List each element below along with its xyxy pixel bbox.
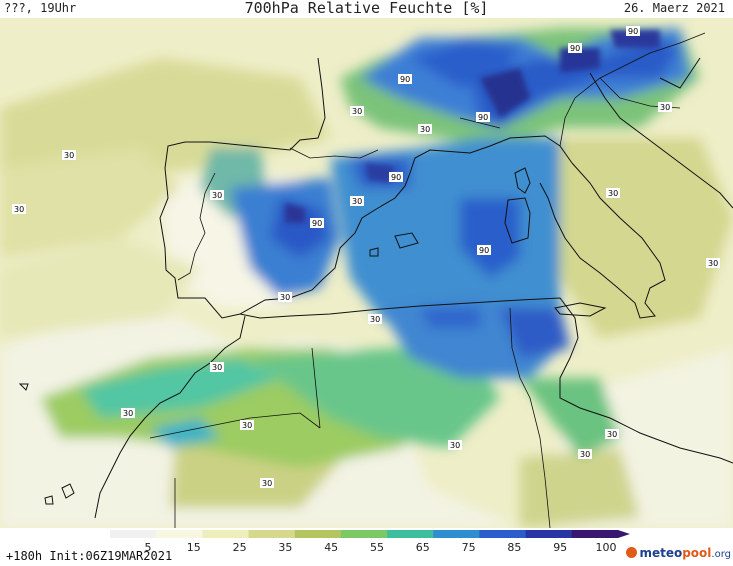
svg-text:30: 30 xyxy=(280,293,290,302)
coastlines xyxy=(18,57,733,519)
svg-text:30: 30 xyxy=(352,107,362,116)
colorbar-tick-label: 5 xyxy=(145,541,152,554)
svg-text:90: 90 xyxy=(628,27,638,36)
label-30: 30 xyxy=(448,440,462,450)
logo-dot-icon xyxy=(626,547,638,558)
humidity-map: 90 90 90 90 90 90 90 30 30 30 30 30 30 3… xyxy=(0,18,733,528)
svg-text:90: 90 xyxy=(400,75,410,84)
svg-text:90: 90 xyxy=(478,113,488,122)
svg-text:30: 30 xyxy=(242,421,252,430)
svg-text:30: 30 xyxy=(660,103,670,112)
colorbar xyxy=(110,530,630,538)
colorbar-legend: 5 15 25 35 45 55 65 75 85 95 100 xyxy=(0,528,733,566)
label-30: 30 xyxy=(578,449,592,459)
valid-time: ???, 19Uhr xyxy=(4,1,77,15)
label-30: 30 xyxy=(278,292,292,302)
colorbar-swatch xyxy=(433,530,480,538)
label-90: 90 xyxy=(389,172,403,182)
svg-text:90: 90 xyxy=(312,219,322,228)
map-title: 700hPa Relative Feuchte [%] xyxy=(244,0,489,17)
svg-text:30: 30 xyxy=(420,125,430,134)
label-30: 30 xyxy=(62,150,76,160)
label-90: 90 xyxy=(568,43,582,53)
colorbar-tick-label: 75 xyxy=(462,541,476,554)
valid-date: 26. Maerz 2021 xyxy=(623,1,725,15)
label-30: 30 xyxy=(706,258,720,268)
colorbar-tick-label: 95 xyxy=(553,541,567,554)
label-90: 90 xyxy=(477,245,491,255)
svg-text:30: 30 xyxy=(580,450,590,459)
svg-text:30: 30 xyxy=(212,191,222,200)
colorbar-swatch xyxy=(202,530,250,538)
label-30: 30 xyxy=(210,190,224,200)
label-30: 30 xyxy=(418,124,432,134)
svg-text:30: 30 xyxy=(708,259,718,268)
svg-text:30: 30 xyxy=(352,197,362,206)
colorbar-swatch xyxy=(110,530,157,538)
humidity-fill xyxy=(0,28,733,528)
colorbar-swatch xyxy=(387,530,434,538)
svg-text:30: 30 xyxy=(64,151,74,160)
svg-text:30: 30 xyxy=(450,441,460,450)
label-30: 30 xyxy=(12,204,26,214)
label-30: 30 xyxy=(210,362,224,372)
meteopool-logo[interactable]: meteopool.org xyxy=(626,546,731,560)
colorbar-swatch xyxy=(248,530,296,538)
label-90: 90 xyxy=(476,112,490,122)
label-30: 30 xyxy=(368,314,382,324)
humidity-core xyxy=(285,30,660,223)
colorbar-swatch xyxy=(156,530,203,538)
label-30: 30 xyxy=(240,420,254,430)
svg-text:30: 30 xyxy=(123,409,133,418)
colorbar-swatch xyxy=(479,530,527,538)
colorbar-tick-label: 100 xyxy=(596,541,617,554)
label-90: 90 xyxy=(626,26,640,36)
colorbar-ticks: 5 15 25 35 45 55 65 75 85 95 100 xyxy=(145,541,617,554)
svg-text:90: 90 xyxy=(479,246,489,255)
colorbar-tick-label: 25 xyxy=(233,541,247,554)
label-30: 30 xyxy=(260,478,274,488)
colorbar-tick-label: 45 xyxy=(324,541,338,554)
colorbar-tick-label: 65 xyxy=(416,541,430,554)
init-time: +180h Init:06Z19MAR2021 xyxy=(6,549,173,563)
label-30: 30 xyxy=(605,429,619,439)
colorbar-tick-label: 15 xyxy=(187,541,201,554)
label-90: 90 xyxy=(398,74,412,84)
label-30: 30 xyxy=(658,102,672,112)
svg-text:30: 30 xyxy=(262,479,272,488)
header: ???, 19Uhr 700hPa Relative Feuchte [%] 2… xyxy=(0,0,733,18)
label-30: 30 xyxy=(606,188,620,198)
colorbar-tick-label: 85 xyxy=(507,541,521,554)
svg-text:90: 90 xyxy=(391,173,401,182)
colorbar-swatch xyxy=(571,530,619,538)
label-30: 30 xyxy=(350,196,364,206)
label-30: 30 xyxy=(350,106,364,116)
svg-text:30: 30 xyxy=(607,430,617,439)
svg-text:30: 30 xyxy=(14,205,24,214)
colorbar-swatch xyxy=(525,530,573,538)
svg-text:30: 30 xyxy=(370,315,380,324)
svg-text:30: 30 xyxy=(608,189,618,198)
label-30: 30 xyxy=(121,408,135,418)
contour-labels: 90 90 90 90 90 90 90 30 30 30 30 30 30 3… xyxy=(12,26,720,488)
colorbar-swatch xyxy=(294,530,342,538)
svg-text:30: 30 xyxy=(212,363,222,372)
colorbar-arrow-icon xyxy=(618,530,630,538)
svg-text:90: 90 xyxy=(570,44,580,53)
colorbar-tick-label: 55 xyxy=(370,541,384,554)
colorbar-tick-label: 35 xyxy=(278,541,292,554)
colorbar-swatch xyxy=(340,530,388,538)
label-90: 90 xyxy=(310,218,324,228)
